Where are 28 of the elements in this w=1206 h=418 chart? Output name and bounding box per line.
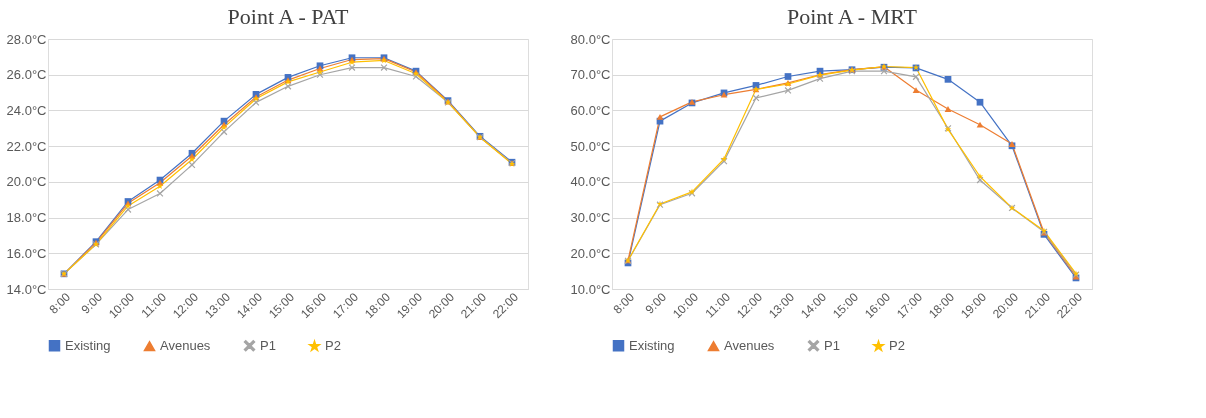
x-tick-label: 9:00 xyxy=(78,289,106,317)
chart-title: Point A - PAT xyxy=(227,4,349,29)
y-tick-label: 26.0°C xyxy=(6,67,47,83)
y-tick-label: 70.0°C xyxy=(570,67,611,83)
y-tick-label: 24.0°C xyxy=(6,102,47,118)
legend-label: P1 xyxy=(260,337,276,353)
legend-label: P2 xyxy=(889,338,905,354)
y-tick-label: 80.0°C xyxy=(570,31,611,47)
y-tick-label: 30.0°C xyxy=(570,210,611,226)
y-tick-label: 14.0°C xyxy=(6,281,47,297)
x-tick-label: 9:00 xyxy=(642,289,670,317)
legend-label: Avenues xyxy=(160,338,211,354)
legend-label: Existing xyxy=(629,337,675,353)
y-tick-label: 20.0°C xyxy=(6,174,47,190)
y-tick-label: 50.0°C xyxy=(570,138,611,154)
legend-label: Existing xyxy=(65,337,111,353)
legend-label: P2 xyxy=(325,338,341,354)
y-tick-label: 60.0°C xyxy=(570,102,611,118)
y-tick-label: 28.0°C xyxy=(6,31,47,47)
y-tick-label: 22.0°C xyxy=(6,138,47,154)
y-tick-label: 18.0°C xyxy=(6,210,47,226)
legend-label: P1 xyxy=(824,337,840,353)
y-tick-label: 20.0°C xyxy=(570,245,611,261)
chart-title: Point A - MRT xyxy=(786,4,918,29)
legend-label: Avenues xyxy=(724,338,775,354)
y-tick-label: 16.0°C xyxy=(6,245,47,261)
y-tick-label: 40.0°C xyxy=(570,174,611,190)
y-tick-label: 10.0°C xyxy=(570,281,611,297)
